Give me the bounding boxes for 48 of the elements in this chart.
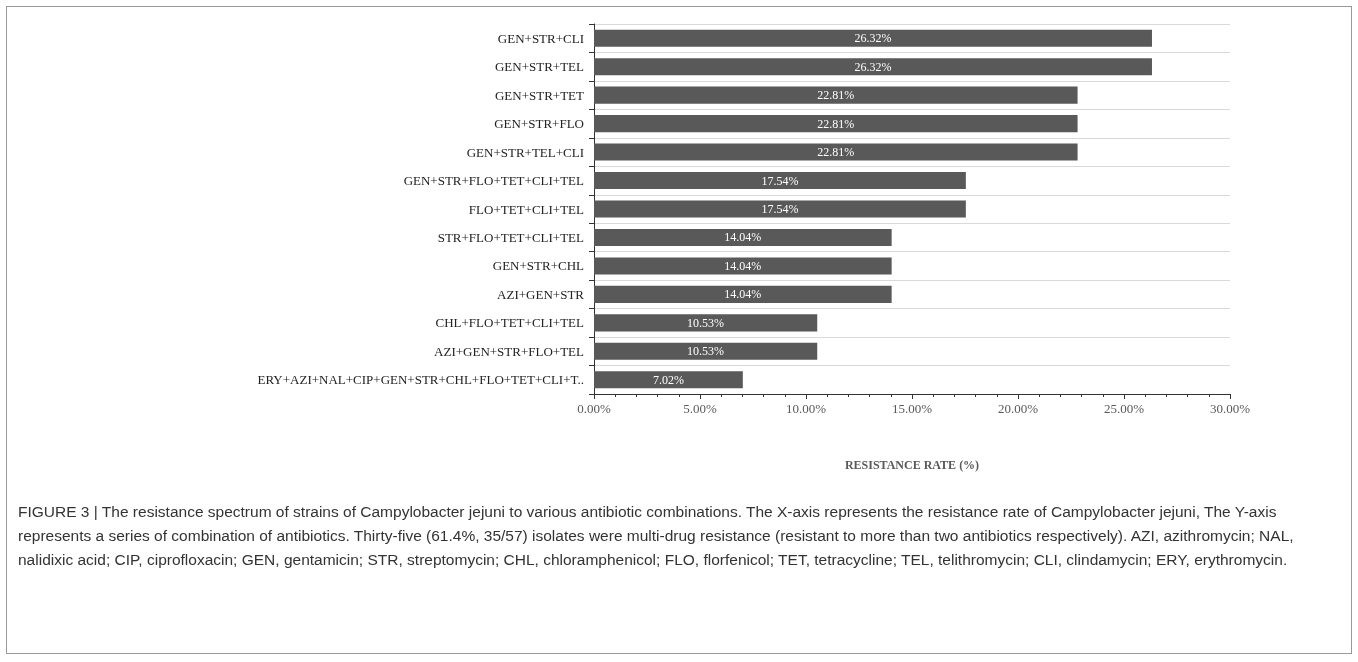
y-tick-label: GEN+STR+TEL <box>494 59 585 75</box>
data-label: 17.54% <box>761 202 799 216</box>
bar <box>594 314 818 332</box>
data-label: 10.53% <box>687 344 725 359</box>
data-label: 17.54% <box>761 173 799 188</box>
x-tick-label: 5.00% <box>683 401 717 416</box>
bar <box>594 143 1078 161</box>
data-label: 14.04% <box>724 287 762 302</box>
bar <box>594 342 818 360</box>
bar <box>594 371 743 389</box>
data-label: 22.81% <box>817 88 855 103</box>
data-label: 10.53% <box>687 315 725 330</box>
y-tick-label: ERY+AZI+NAL+CIP+GEN+STR+CHL+FLO+TET+CLI+T.. <box>257 372 584 388</box>
bar <box>594 172 966 190</box>
bar <box>594 257 892 275</box>
y-tick-label: STR+FLO+TET+CLI+TEL <box>437 229 585 245</box>
x-tick-label: 0.00% <box>577 401 611 416</box>
bar <box>594 115 1078 133</box>
y-tick-label: GEN+STR+CLI <box>497 30 584 46</box>
data-label: 14.04% <box>724 230 762 245</box>
y-tick-label: GEN+STR+TET <box>494 87 585 103</box>
x-tick-label: 20.00% <box>997 401 1039 416</box>
x-tick-label: 30.00% <box>1209 401 1251 416</box>
x-tick-label: 15.00% <box>891 401 933 416</box>
caption: FIGURE 3 | The resistance spectrum of strains of Campylobacter jejuni to various antibiotic combinations. The X-axis represents the resistance rate of Campylobacter jejuni, The Y-axis represents a series of combination of antibiotics. Thirty-five (61.4%, 35/57) isolates were multi-drug resistance (resistant to more than two antibiotics respectively). AZI, azithromycin; NAL, nalidixic acid; CIP, ciprofloxacin; GEN, gentamicin; STR, streptomycin; CHL, chloramphenicol; FLO, florfenicol; TET, tetracycline; TEL, telithromycin; CLI, clindamycin; ERY, erythromycin. <box>18 502 1295 570</box>
y-tick-label: GEN+STR+TEL+CLI <box>466 144 584 160</box>
bar <box>594 58 1152 76</box>
bar <box>594 29 1152 47</box>
y-tick-label: CHL+FLO+TET+CLI+TEL <box>435 315 585 331</box>
y-tick-label: GEN+STR+FLO+TET+CLI+TEL <box>403 173 585 189</box>
bar <box>594 86 1078 104</box>
y-tick-label: FLO+TET+CLI+TEL <box>468 201 585 217</box>
bar <box>594 228 892 246</box>
data-label: 26.32% <box>854 59 892 74</box>
data-label: 7.02% <box>652 372 684 387</box>
bar <box>594 285 892 303</box>
x-tick-label: 10.00% <box>785 401 827 416</box>
data-label: 22.81% <box>817 116 855 131</box>
y-tick-label: AZI+GEN+STR+FLO+TEL <box>434 343 585 359</box>
y-tick-label: AZI+GEN+STR <box>497 286 585 302</box>
bar <box>594 200 966 218</box>
data-label: 14.04% <box>724 258 762 273</box>
x-tick-label: 25.00% <box>1103 401 1145 416</box>
y-tick-label: GEN+STR+CHL <box>492 258 585 274</box>
x-axis-title: RESISTANCE RATE (%) <box>844 458 980 472</box>
data-label: 26.32% <box>854 31 892 46</box>
y-tick-label: GEN+STR+FLO <box>494 116 584 132</box>
data-label: 22.81% <box>817 145 855 160</box>
